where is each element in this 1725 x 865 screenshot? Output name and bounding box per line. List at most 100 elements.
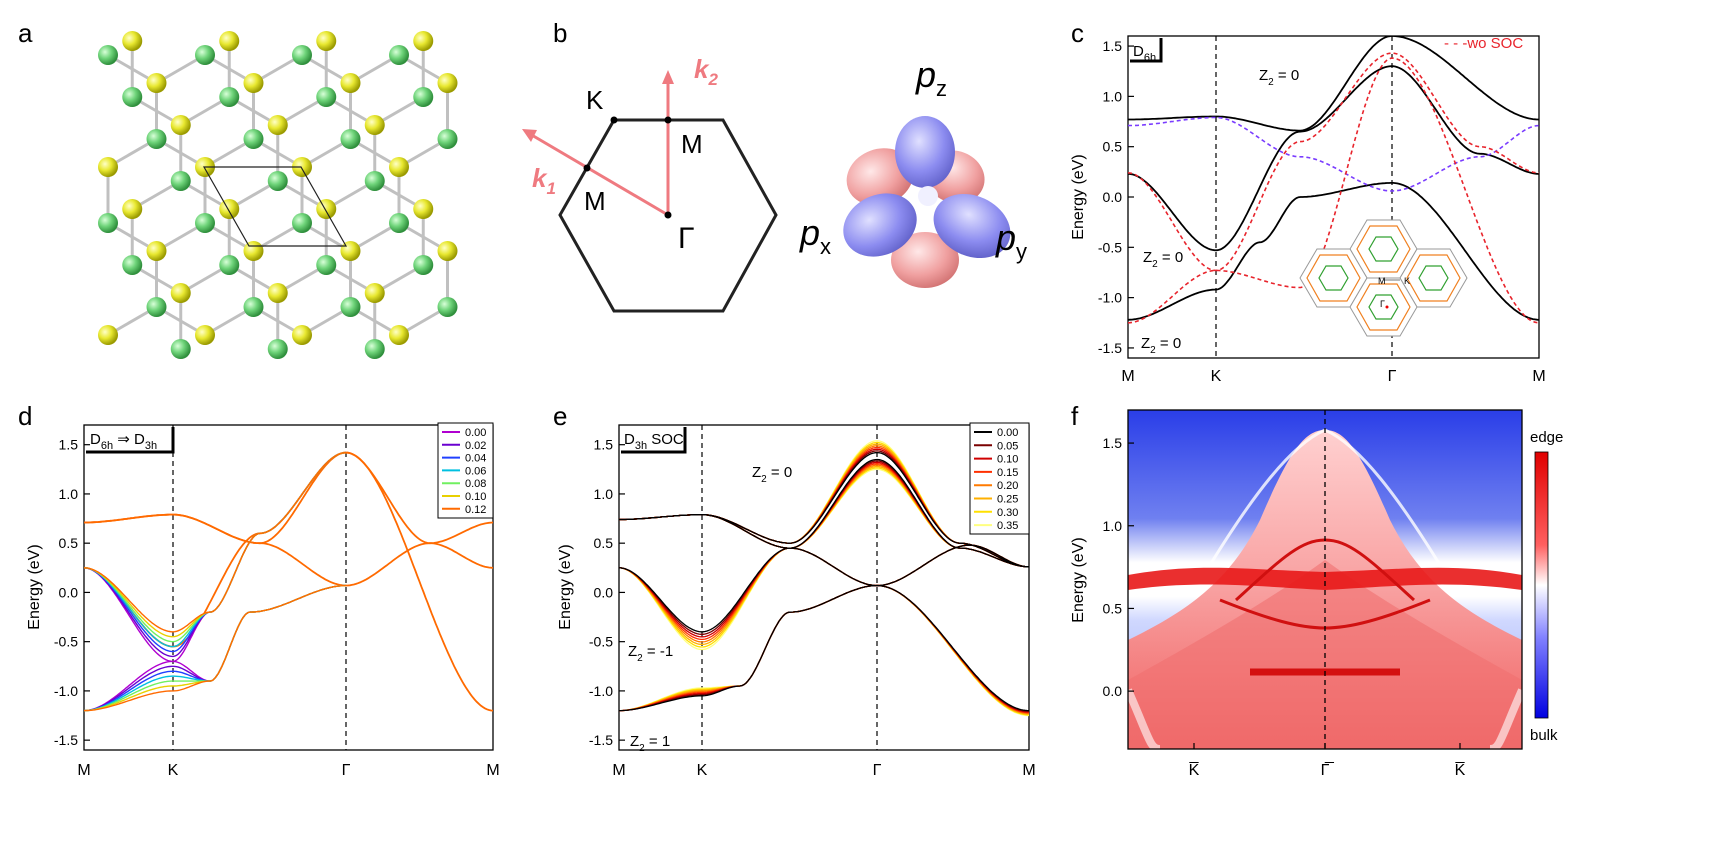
atom-yellow <box>267 115 288 135</box>
atom-yellow <box>340 241 361 261</box>
legend-d: 0.000.020.040.060.080.100.12 <box>437 422 494 519</box>
band-upper-1 <box>84 451 347 658</box>
svg-text:D6h: D6h <box>1133 43 1156 64</box>
band-2-1 <box>619 467 1029 648</box>
svg-text:K: K <box>1404 276 1410 286</box>
y-axis-label: Energy (eV) <box>557 544 574 629</box>
legend-label: 0.00 <box>465 427 486 439</box>
atom-yellow <box>292 325 312 345</box>
legend-label: 0.25 <box>997 494 1018 506</box>
atom-green <box>316 87 337 107</box>
legend-label: 0.15 <box>997 467 1018 479</box>
y-tick-label: 1.5 <box>1103 435 1123 451</box>
y-axis-label: Energy (eV) <box>1070 537 1087 622</box>
panel-a-letter: a <box>18 18 33 48</box>
atom-green <box>219 255 240 275</box>
x-tick-label: K̅ <box>1189 761 1200 779</box>
x-tick-label: M <box>486 762 499 779</box>
y-tick-label: -1.0 <box>54 683 78 699</box>
band-0-1 <box>619 513 1029 587</box>
legend-label: 0.04 <box>465 453 486 465</box>
atom-green <box>389 213 409 233</box>
atom-green <box>219 87 240 107</box>
gamma-label: Γ <box>678 222 695 255</box>
atom-yellow <box>98 325 118 345</box>
y-tick-label: -1.0 <box>1098 290 1122 306</box>
band-1-0 <box>619 440 1029 568</box>
atom-green <box>195 45 215 65</box>
y-tick-label: 0.0 <box>1103 683 1123 699</box>
legend-label: 0.35 <box>997 520 1018 532</box>
y-tick-label: 1.0 <box>1103 88 1123 104</box>
wo-soc-line-2 <box>1128 52 1539 272</box>
honeycomb-lattice <box>98 31 458 359</box>
k2-arrowhead <box>662 70 674 84</box>
bands-d <box>84 451 493 712</box>
atom-yellow <box>243 241 264 261</box>
y-tick-label: 0.5 <box>1103 139 1123 155</box>
atom-green <box>364 339 385 359</box>
wo-soc-line-3 <box>1128 57 1539 324</box>
k2-label: k2 <box>694 54 718 89</box>
y-tick-label: 0.0 <box>1103 189 1123 205</box>
y-axis-label: Energy (eV) <box>26 544 43 629</box>
y-tick-label: -1.5 <box>589 732 613 748</box>
y-tick-label: 1.0 <box>1103 518 1123 534</box>
k-label: K <box>586 85 604 115</box>
px-label: px <box>799 212 831 259</box>
y-tick-label: -0.5 <box>589 634 613 650</box>
y-tick-label: 0.0 <box>59 584 79 600</box>
band-upper-3 <box>84 451 347 648</box>
y-axis-label: Energy (eV) <box>1070 154 1087 239</box>
plot-frame-c <box>1127 35 1540 359</box>
y-tick-label: -1.5 <box>54 732 78 748</box>
m-label-left: M <box>584 186 606 216</box>
svg-text:D3h SOC: D3h SOC <box>624 431 684 452</box>
z2-label-c-mid: Z2 = 0 <box>1143 249 1183 270</box>
wo-soc-line-1 <box>1128 116 1539 192</box>
x-tick-label: M <box>1022 762 1035 779</box>
atom-green <box>195 213 215 233</box>
atom-yellow <box>267 283 288 303</box>
atom-yellow <box>243 73 264 93</box>
y-tick-label: 0.0 <box>594 584 614 600</box>
atom-yellow <box>364 115 385 135</box>
atom-green <box>267 339 288 359</box>
atom-yellow <box>195 325 215 345</box>
band-2-5 <box>619 461 1029 638</box>
plot-frame-e <box>618 424 1030 751</box>
gamma-point <box>664 211 672 219</box>
k-point <box>610 116 618 124</box>
atom-green <box>340 297 361 317</box>
m-label-top: M <box>681 129 703 159</box>
axes-c: -1.5 -1.0 -0.5 0.0 0.5 1.0 1.5 M K Γ M Energy (eV) <box>1070 36 1546 385</box>
band-upper-2 <box>84 451 347 653</box>
axes-e: -1.5 -1.0 -0.5 0.0 0.5 1.0 1.5 M K Γ M Energy (eV) <box>557 425 1036 779</box>
band-1-7 <box>619 451 1029 568</box>
atom-yellow <box>170 283 191 303</box>
atom-yellow <box>389 157 409 177</box>
y-tick-label: 1.5 <box>1103 38 1123 54</box>
panel-c-letter: c <box>1071 18 1084 48</box>
z2-label-e-top: Z2 = 0 <box>752 464 792 485</box>
atom-green <box>316 255 337 275</box>
pz-label: pz <box>915 54 947 101</box>
band-2-2 <box>619 465 1029 646</box>
atom-green <box>364 171 385 191</box>
z2-label-c-top: Z2 = 0 <box>1259 67 1299 88</box>
legend-label: 0.06 <box>465 465 486 477</box>
atom-green <box>122 255 143 275</box>
atom-green <box>267 171 288 191</box>
band-0-5 <box>619 513 1029 587</box>
atom-yellow <box>122 31 143 51</box>
svg-text:M: M <box>1378 276 1386 286</box>
band-0-7 <box>619 513 1029 587</box>
atom-yellow <box>98 157 118 177</box>
y-tick-label: -0.5 <box>1098 239 1122 255</box>
x-tick-label: M <box>612 762 625 779</box>
legend-box <box>969 422 1030 535</box>
unit-cell <box>202 166 348 247</box>
atom-green <box>413 87 434 107</box>
z2-label-e-mid: Z2 = -1 <box>628 643 673 664</box>
band-line-3 <box>1128 182 1539 321</box>
